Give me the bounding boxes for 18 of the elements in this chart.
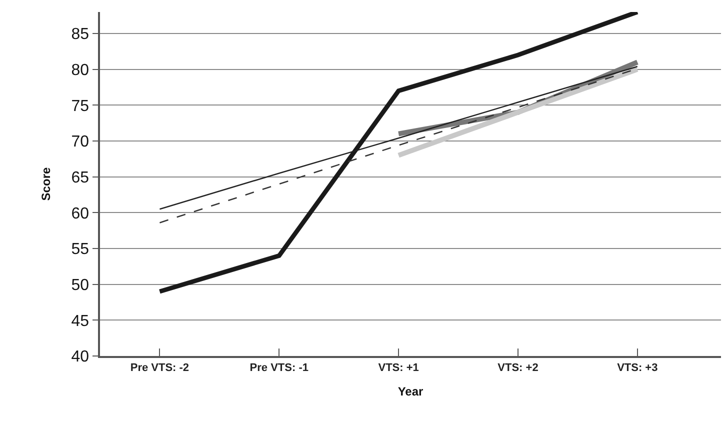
x-axis-title: Year (398, 384, 424, 398)
x-tick-label: VTS: +3 (617, 362, 658, 374)
y-tick-label: 45 (71, 312, 90, 330)
y-tick-label: 70 (71, 134, 90, 151)
x-tick-label: Pre VTS: -1 (250, 362, 308, 374)
y-tick-label: 65 (71, 169, 90, 186)
x-tick-label: VTS: +2 (498, 362, 538, 374)
y-tick-label: 75 (71, 98, 90, 115)
y-tick-label: 60 (71, 205, 90, 222)
y-tick-label: 85 (71, 26, 90, 44)
y-axis-title: Score (39, 167, 54, 201)
x-tick-label: Pre VTS: -2 (130, 362, 190, 374)
y-tick-label: 40 (71, 348, 90, 366)
x-tick-label: VTS: +1 (378, 362, 419, 374)
y-tick-label: 80 (71, 62, 90, 79)
y-tick-label: 55 (71, 241, 90, 258)
y-tick-label: 50 (71, 276, 90, 294)
line-series (157, 12, 640, 294)
